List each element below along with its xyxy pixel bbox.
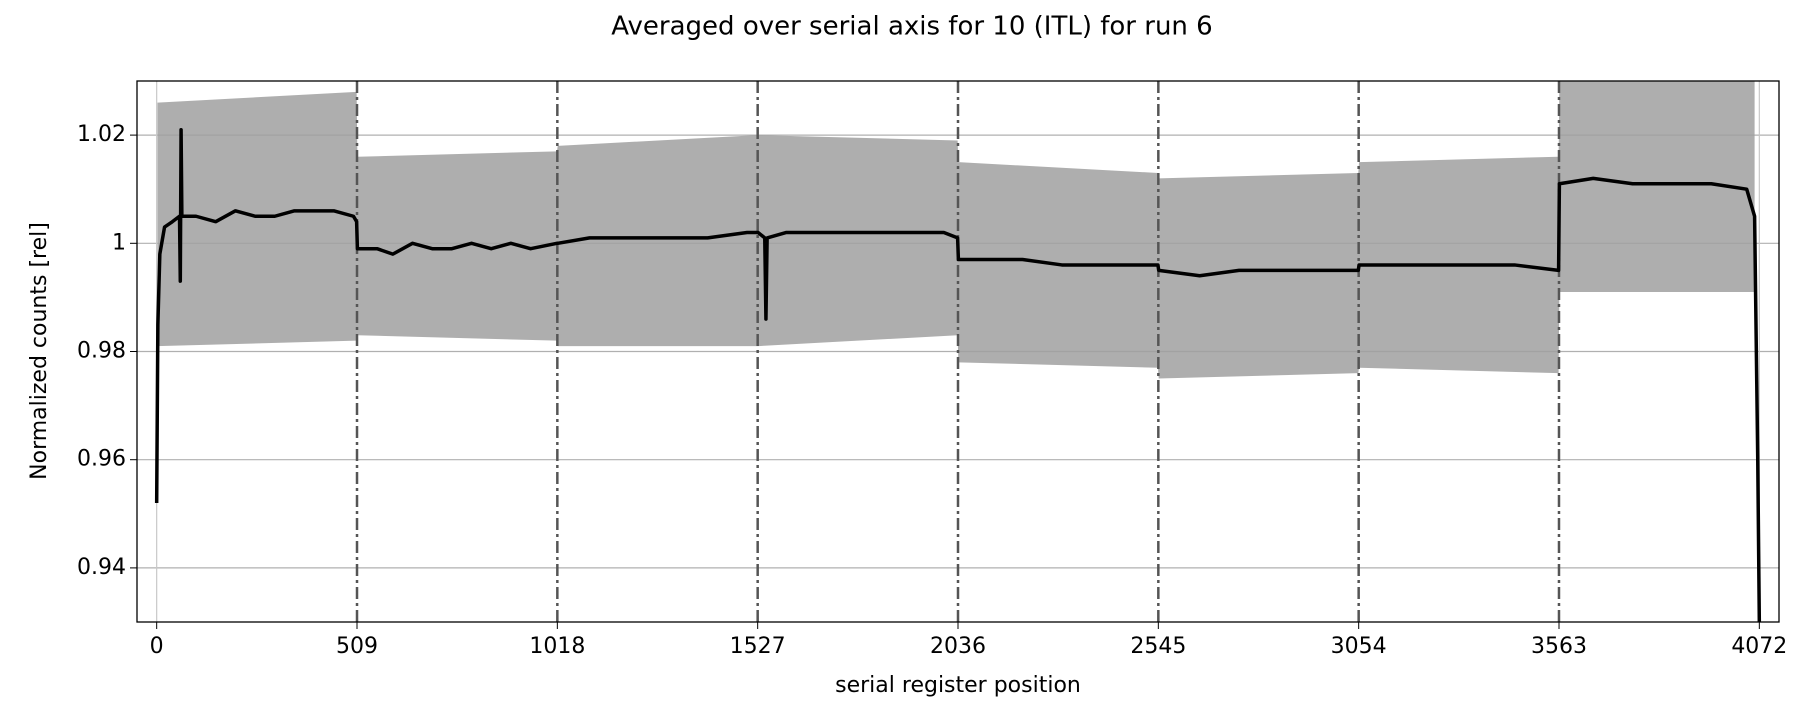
plot-frame xyxy=(136,80,1780,623)
x-tick-label: 2545 xyxy=(1130,634,1186,659)
y-tick-label: 1 xyxy=(112,230,126,255)
x-tick-label: 0 xyxy=(150,634,164,659)
y-axis-label: Normalized counts [rel] xyxy=(27,222,52,480)
error-band xyxy=(157,81,1755,379)
x-axis-label: serial register position xyxy=(835,673,1081,698)
x-tick-label: 3054 xyxy=(1331,634,1387,659)
x-tick-label: 509 xyxy=(336,634,378,659)
x-tick-label: 1527 xyxy=(730,634,786,659)
y-tick-label: 0.98 xyxy=(77,339,126,364)
x-tick-label: 2036 xyxy=(930,634,986,659)
chart-title: Averaged over serial axis for 10 (ITL) f… xyxy=(611,12,1212,42)
x-tick-label: 3563 xyxy=(1531,634,1587,659)
x-tick-label: 4072 xyxy=(1731,634,1787,659)
y-tick-label: 0.94 xyxy=(77,555,126,580)
data-line xyxy=(154,127,1762,623)
y-tick-label: 1.02 xyxy=(77,122,126,147)
y-tick-label: 0.96 xyxy=(77,447,126,472)
x-tick-label: 1018 xyxy=(529,634,585,659)
